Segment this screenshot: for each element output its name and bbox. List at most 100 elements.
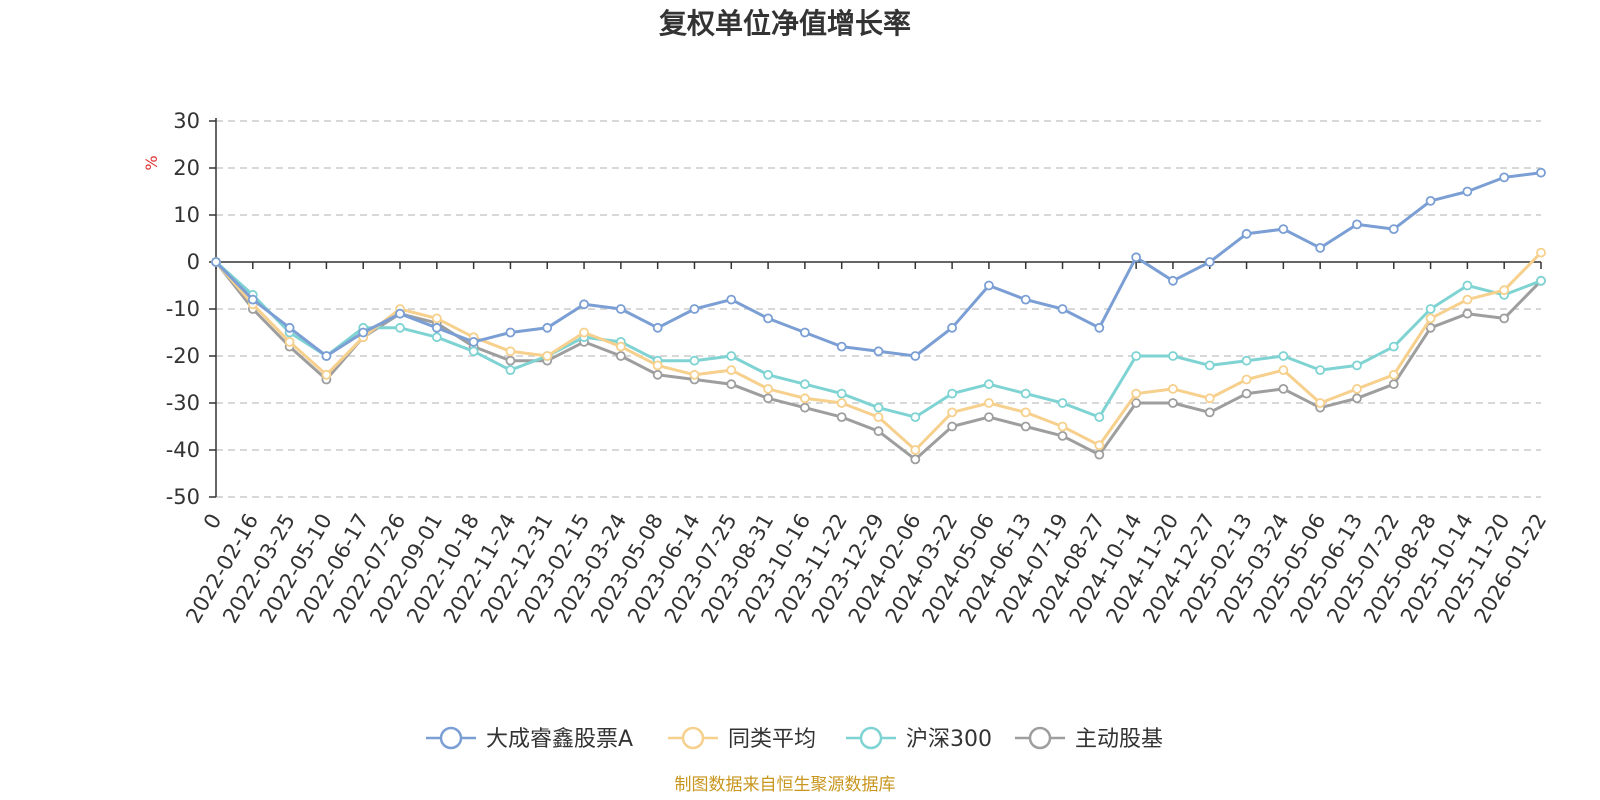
legend-label: 大成睿鑫股票A: [486, 727, 633, 752]
y-axis: 30 20 10 0 -10 -20 -30 -40 -50: [166, 109, 217, 509]
data-point: [1278, 383, 1289, 394]
data-point: [1388, 369, 1399, 380]
data-point: [1499, 285, 1510, 296]
data-point: [1352, 383, 1362, 394]
data-point: [1131, 388, 1142, 399]
data-point: [1020, 294, 1031, 305]
data-point: [947, 322, 958, 333]
legend-marker-icon: [439, 726, 463, 750]
data-point: [1462, 280, 1473, 291]
data-point: [1278, 365, 1289, 376]
legend-item[interactable]: 沪深300: [846, 726, 992, 752]
data-point: [873, 426, 884, 437]
data-point: [1168, 275, 1178, 286]
legend-item[interactable]: 主动股基: [1015, 726, 1163, 752]
data-point: [1204, 407, 1215, 418]
data-point: [1094, 440, 1105, 451]
data-point: [1131, 398, 1142, 408]
data-point: [947, 407, 958, 418]
data-point: [726, 379, 737, 390]
data-point: [836, 412, 847, 423]
legend[interactable]: 大成睿鑫股票A 同类平均 沪深300 主动股基: [426, 726, 1163, 752]
y-tick-label: -30: [166, 391, 200, 415]
x-axis: 02022-02-162022-03-252022-05-102022-06-1…: [181, 261, 1551, 627]
data-point: [910, 351, 921, 361]
data-point: [910, 454, 921, 465]
data-point: [763, 383, 773, 394]
y-tick-label: 30: [173, 109, 200, 133]
data-point: [652, 360, 663, 371]
data-point: [1057, 304, 1068, 314]
legend-item[interactable]: 同类平均: [668, 726, 816, 752]
data-point: [542, 351, 553, 361]
data-point: [1131, 252, 1142, 263]
data-point: [1462, 186, 1473, 197]
data-point: [468, 336, 479, 347]
data-point: [947, 421, 958, 432]
data-point: [1020, 421, 1031, 432]
data-point: [1241, 388, 1252, 399]
data-point: [873, 412, 884, 423]
data-point: [873, 402, 884, 413]
data-point: [284, 336, 295, 347]
series-group: [211, 167, 1546, 465]
data-point: [542, 322, 553, 333]
data-point: [1388, 224, 1399, 235]
data-point: [1131, 351, 1142, 361]
data-point: [321, 351, 332, 361]
data-point: [1315, 242, 1326, 253]
data-point: [431, 313, 442, 324]
legend-label: 沪深300: [906, 727, 992, 752]
data-point: [984, 379, 994, 390]
y-tick-label: 10: [173, 203, 200, 227]
data-point: [615, 351, 626, 361]
data-point: [910, 412, 921, 423]
data-point: [1352, 360, 1362, 371]
data-point: [615, 304, 626, 314]
data-point: [763, 393, 773, 404]
data-point: [652, 369, 663, 380]
data-point: [1020, 407, 1031, 418]
data-point: [1425, 322, 1436, 333]
data-point: [505, 355, 516, 366]
data-point: [1499, 172, 1510, 183]
data-point: [505, 327, 516, 338]
data-point: [763, 313, 773, 324]
legend-marker-icon: [859, 726, 883, 750]
data-point: [1499, 313, 1510, 324]
y-tick-label: 0: [187, 250, 200, 274]
data-point: [799, 393, 810, 404]
data-point: [1204, 257, 1215, 267]
y-tick-label: 20: [173, 156, 200, 180]
data-point: [1278, 224, 1289, 235]
data-point: [1094, 412, 1105, 423]
data-point: [652, 322, 663, 333]
data-point: [1425, 195, 1436, 206]
data-point: [1241, 228, 1252, 239]
data-point: [431, 332, 442, 343]
y-tick-label: -20: [166, 344, 200, 368]
data-point: [836, 341, 847, 352]
data-point: [1388, 341, 1399, 352]
data-point: [1388, 379, 1399, 390]
data-point: [1204, 393, 1215, 404]
data-point: [321, 369, 332, 380]
data-point: [1462, 308, 1473, 319]
data-point: [1094, 322, 1105, 333]
legend-item[interactable]: 大成睿鑫股票A: [426, 726, 633, 752]
data-point: [689, 369, 700, 380]
data-point: [726, 294, 737, 305]
data-point: [1352, 219, 1362, 230]
data-point: [910, 445, 921, 455]
data-point: [615, 341, 626, 352]
data-point: [431, 322, 442, 333]
data-point: [689, 355, 700, 366]
data-point: [468, 346, 479, 357]
data-point: [395, 308, 405, 319]
data-point: [1536, 247, 1546, 258]
data-point: [395, 322, 405, 333]
data-point: [1057, 430, 1068, 441]
data-point: [984, 398, 994, 408]
y-tick-label: -40: [166, 438, 200, 462]
